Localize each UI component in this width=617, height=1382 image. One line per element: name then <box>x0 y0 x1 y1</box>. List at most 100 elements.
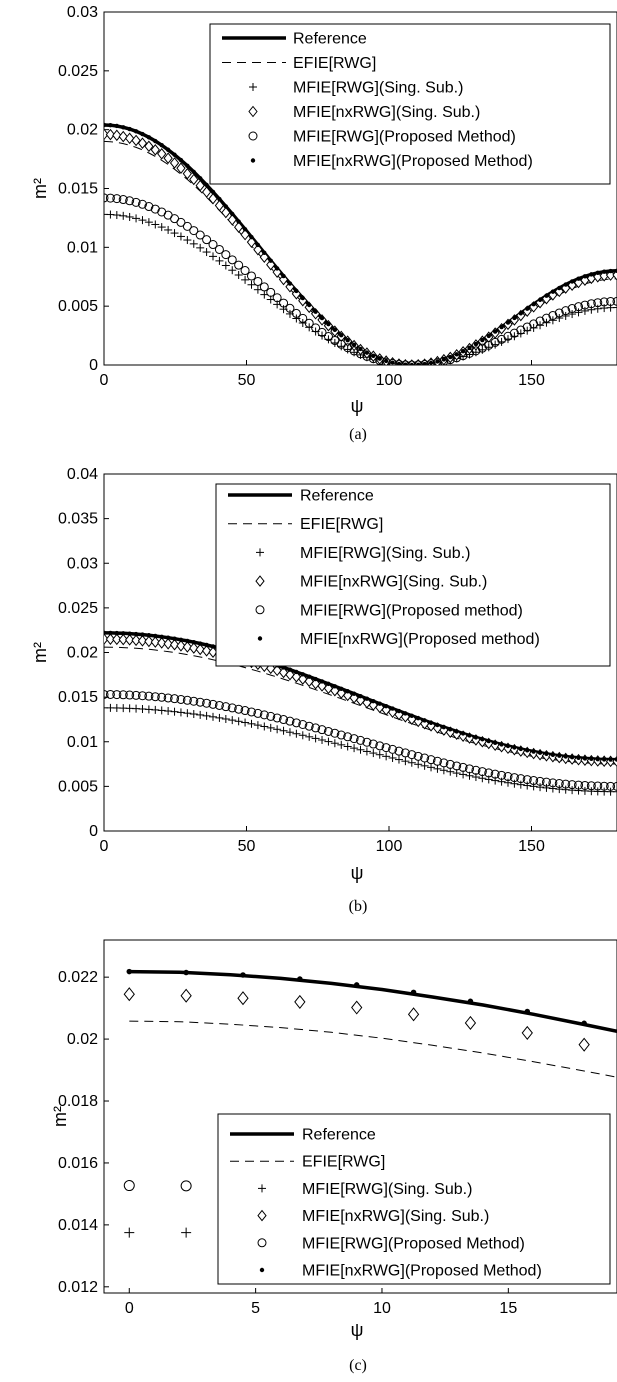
data-point <box>330 739 339 748</box>
data-point <box>480 737 485 742</box>
data-point <box>614 268 617 273</box>
data-point <box>304 721 314 731</box>
data-point <box>471 346 481 356</box>
legend-label: MFIE[RWG](Sing. Sub.) <box>300 545 470 562</box>
data-point <box>599 297 609 307</box>
data-point <box>413 360 423 365</box>
data-point <box>593 304 602 313</box>
data-point <box>505 320 511 325</box>
data-point <box>272 713 282 723</box>
data-point <box>104 689 109 699</box>
data-point <box>247 719 256 728</box>
data-point <box>285 303 295 313</box>
data-point <box>182 167 193 180</box>
data-point <box>613 303 617 312</box>
data-point <box>569 279 575 284</box>
data-point <box>351 1000 363 1015</box>
figure-caption: (c) <box>349 1357 367 1374</box>
data-point <box>307 302 312 308</box>
data-point <box>112 211 121 220</box>
data-point <box>253 276 263 286</box>
legend-label: MFIE[nxRWG](Sing. Sub.) <box>302 1208 489 1225</box>
data-point <box>185 163 190 169</box>
data-point <box>131 197 141 207</box>
data-point <box>131 690 141 700</box>
data-point <box>183 236 192 245</box>
data-point <box>557 285 562 291</box>
data-point <box>371 699 376 704</box>
data-point <box>241 275 250 284</box>
data-point <box>555 314 564 323</box>
data-point <box>247 280 256 289</box>
data-point <box>189 226 199 236</box>
data-point <box>390 706 395 711</box>
figure-caption: (a) <box>349 426 367 443</box>
data-point <box>118 130 128 143</box>
data-point <box>246 271 256 281</box>
data-point <box>477 767 487 777</box>
data-point <box>471 765 481 775</box>
y-tick-label: 0.018 <box>58 1093 98 1110</box>
data-point <box>182 641 193 653</box>
x-tick-label: 100 <box>376 372 403 389</box>
data-point <box>191 640 196 645</box>
data-point <box>253 721 262 730</box>
data-point <box>581 1020 587 1027</box>
series-circle <box>123 1180 192 1192</box>
data-point <box>580 780 590 790</box>
data-point <box>563 754 568 759</box>
data-point <box>157 637 167 649</box>
data-point <box>246 707 256 717</box>
data-point <box>163 152 173 165</box>
series-circle <box>104 193 617 365</box>
chart-2: 0 0.005 0.01 0.015 0.02 0.025 0.03 0.035 0.04 0 50… <box>30 466 617 915</box>
data-point <box>204 182 209 188</box>
y-tick-label: 0.03 <box>67 4 98 21</box>
data-point <box>105 689 115 699</box>
data-point <box>287 667 293 672</box>
data-point <box>163 693 173 703</box>
y-tick-label: 0 <box>89 357 98 374</box>
data-point <box>127 631 132 636</box>
data-point <box>377 356 382 361</box>
legend-entry: Reference <box>230 1127 376 1144</box>
data-point <box>426 359 436 365</box>
data-point <box>612 781 617 791</box>
y-tick-label: 0.016 <box>58 1155 98 1172</box>
legend-entry: MFIE[RWG](Sing. Sub.) <box>258 1181 472 1198</box>
data-point <box>131 634 141 647</box>
data-point <box>480 337 485 343</box>
data-point <box>332 327 338 333</box>
legend-entry: EFIE[RWG] <box>230 1154 385 1171</box>
data-point <box>170 707 179 716</box>
y-tick-label: 0.015 <box>58 689 98 706</box>
data-point <box>332 684 338 689</box>
data-point <box>300 672 305 677</box>
data-point <box>240 706 250 716</box>
data-point <box>157 692 167 702</box>
data-point <box>137 137 148 149</box>
data-point <box>525 748 530 753</box>
data-point <box>240 266 250 276</box>
data-point <box>414 760 423 769</box>
data-point <box>183 709 192 718</box>
data-point <box>420 753 430 763</box>
data-point <box>574 302 584 312</box>
data-point <box>169 157 180 169</box>
data-point <box>432 358 442 365</box>
data-point <box>279 715 289 725</box>
legend-label: MFIE[RWG](Sing. Sub.) <box>293 80 463 97</box>
data-point <box>132 214 141 223</box>
y-tick-label: 0.022 <box>58 969 98 986</box>
data-point <box>509 773 519 783</box>
data-point <box>351 691 357 696</box>
data-point <box>294 288 299 294</box>
data-point <box>240 228 250 241</box>
data-point <box>390 360 395 365</box>
legend: Reference EFIE[RWG] MFIE[RWG](Sing. Sub.) M… <box>209 23 611 185</box>
chart-1: 0 0.005 0.01 0.015 0.02 0.025 0.03 0 50 100 150 ψ m²… <box>30 4 617 443</box>
data-point <box>574 780 584 790</box>
series-plus <box>104 703 617 796</box>
data-point <box>157 148 167 160</box>
data-point <box>394 746 404 756</box>
